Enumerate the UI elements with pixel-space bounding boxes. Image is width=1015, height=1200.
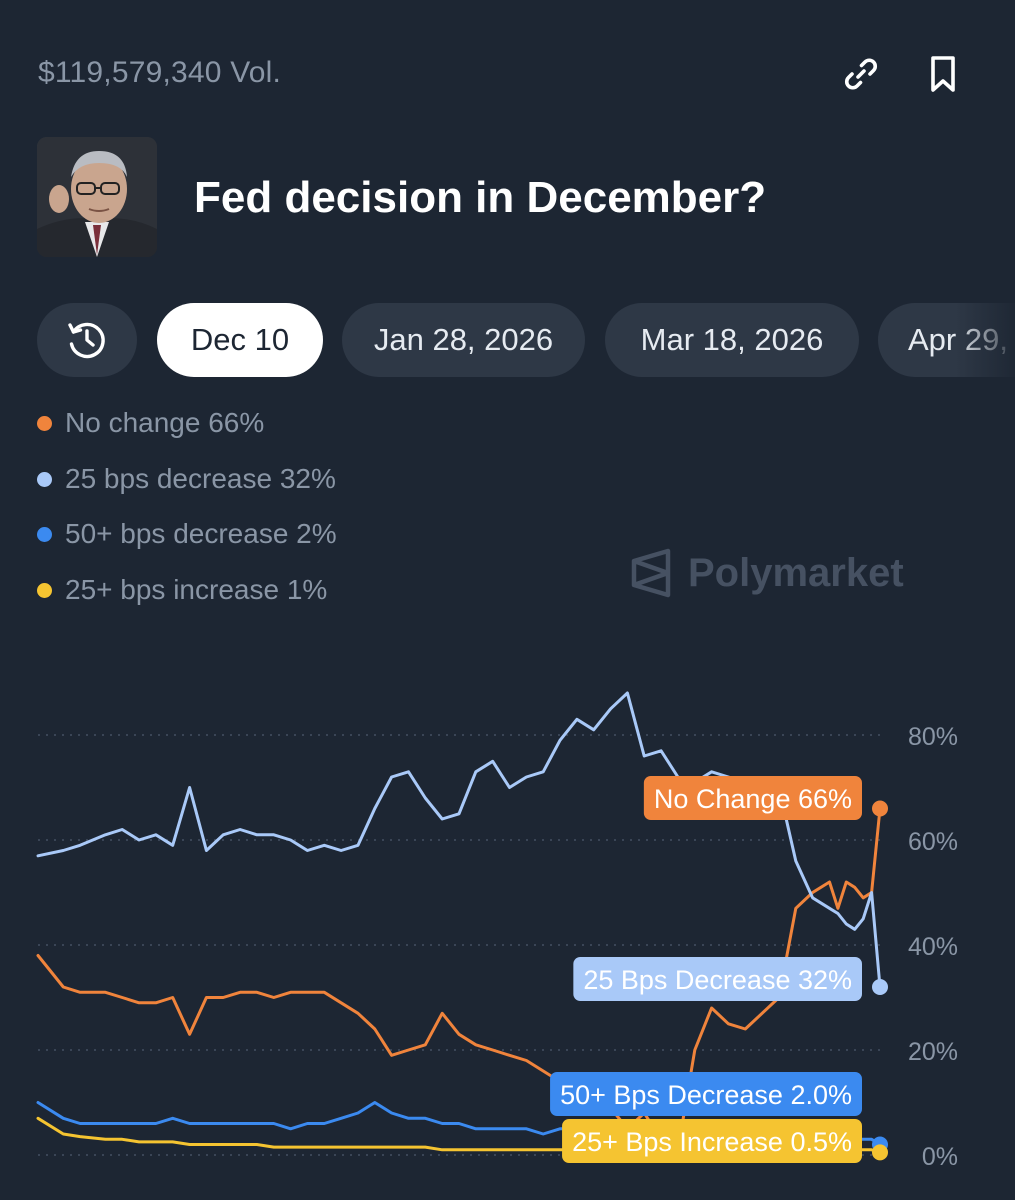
legend-label: 25 bps decrease 32% (65, 462, 336, 494)
market-avatar (37, 137, 157, 257)
legend-label: No change 66% (65, 407, 265, 438)
legend-label: 25+ bps increase 1% (65, 573, 328, 605)
legend-dot (37, 471, 52, 487)
series-end-label: 50+ Bps Decrease 2.0% (550, 1072, 862, 1116)
probability-chart: 80% 60% 40% 20% 0% No Change 66% 25 Bps Decre… (36, 691, 958, 1171)
volume-label: $119,579,340 Vol. (38, 56, 282, 89)
portrait-image (37, 137, 157, 257)
link-button[interactable] (839, 52, 883, 96)
y-tick-label: 20% (908, 1038, 958, 1066)
tabs-fade (955, 303, 1015, 377)
legend-item-25-bps-decrease: 25 bps decrease 32% (37, 456, 337, 512)
series-end-label: 25 Bps Decrease 32% (573, 957, 862, 1001)
y-tick-label: 40% (908, 933, 958, 961)
history-tab[interactable] (37, 303, 137, 377)
y-tick-label: 80% (908, 723, 958, 751)
tab-mar-18-2026[interactable]: Mar 18, 2026 (605, 303, 859, 377)
legend-dot (37, 582, 52, 598)
series-end-label-box (573, 957, 862, 1001)
series-end-label-box (550, 1072, 862, 1116)
date-tabs: Dec 10 Jan 28, 2026 Mar 18, 2026 Apr 29, (37, 303, 1015, 377)
y-tick-label: 60% (908, 828, 958, 856)
clock-history-icon (68, 322, 105, 359)
series-end-dot (872, 800, 888, 817)
series-line (36, 691, 882, 989)
legend-label: 50+ bps decrease 2% (65, 518, 337, 549)
legend-dot (37, 416, 52, 431)
series-end-label: 25+ Bps Increase 0.5% (562, 1119, 862, 1163)
series-end-label-text: No Change 66% (654, 784, 852, 814)
market-header: Fed decision in December? (37, 137, 975, 257)
legend-item-50-bps-decrease: 50+ bps decrease 2% (37, 511, 337, 567)
top-bar: $119,579,340 Vol. (38, 52, 965, 96)
series-end-label-text: 25+ Bps Increase 0.5% (572, 1127, 852, 1157)
watermark-text: Polymarket (688, 550, 904, 595)
series-end-label-box (562, 1119, 862, 1163)
legend-item-no-change: No change 66% (37, 400, 337, 456)
series-end-dot (872, 979, 888, 995)
bookmark-button[interactable] (921, 52, 965, 96)
tab-jan-28-2026[interactable]: Jan 28, 2026 (342, 303, 585, 377)
series-end-label-text: 25 Bps Decrease 32% (583, 965, 852, 995)
bookmark-icon (931, 56, 955, 92)
series-end-label-box (643, 776, 862, 820)
link-icon (845, 58, 877, 90)
legend-item-25-bps-increase: 25+ bps increase 1% (37, 567, 337, 623)
tab-dec-10[interactable]: Dec 10 (157, 303, 323, 377)
chart-legend: No change 66% 25 bps decrease 32% 50+ bp… (37, 400, 337, 622)
y-tick-label: 0% (922, 1143, 958, 1171)
market-title: Fed decision in December? (194, 173, 767, 222)
series-end-dot (872, 1144, 888, 1161)
polymarket-logo-icon (631, 548, 671, 598)
series-end-label: No Change 66% (643, 776, 862, 820)
polymarket-watermark: Polymarket (628, 545, 904, 601)
series-end-label-text: 50+ Bps Decrease 2.0% (560, 1080, 852, 1110)
legend-dot (37, 527, 52, 542)
